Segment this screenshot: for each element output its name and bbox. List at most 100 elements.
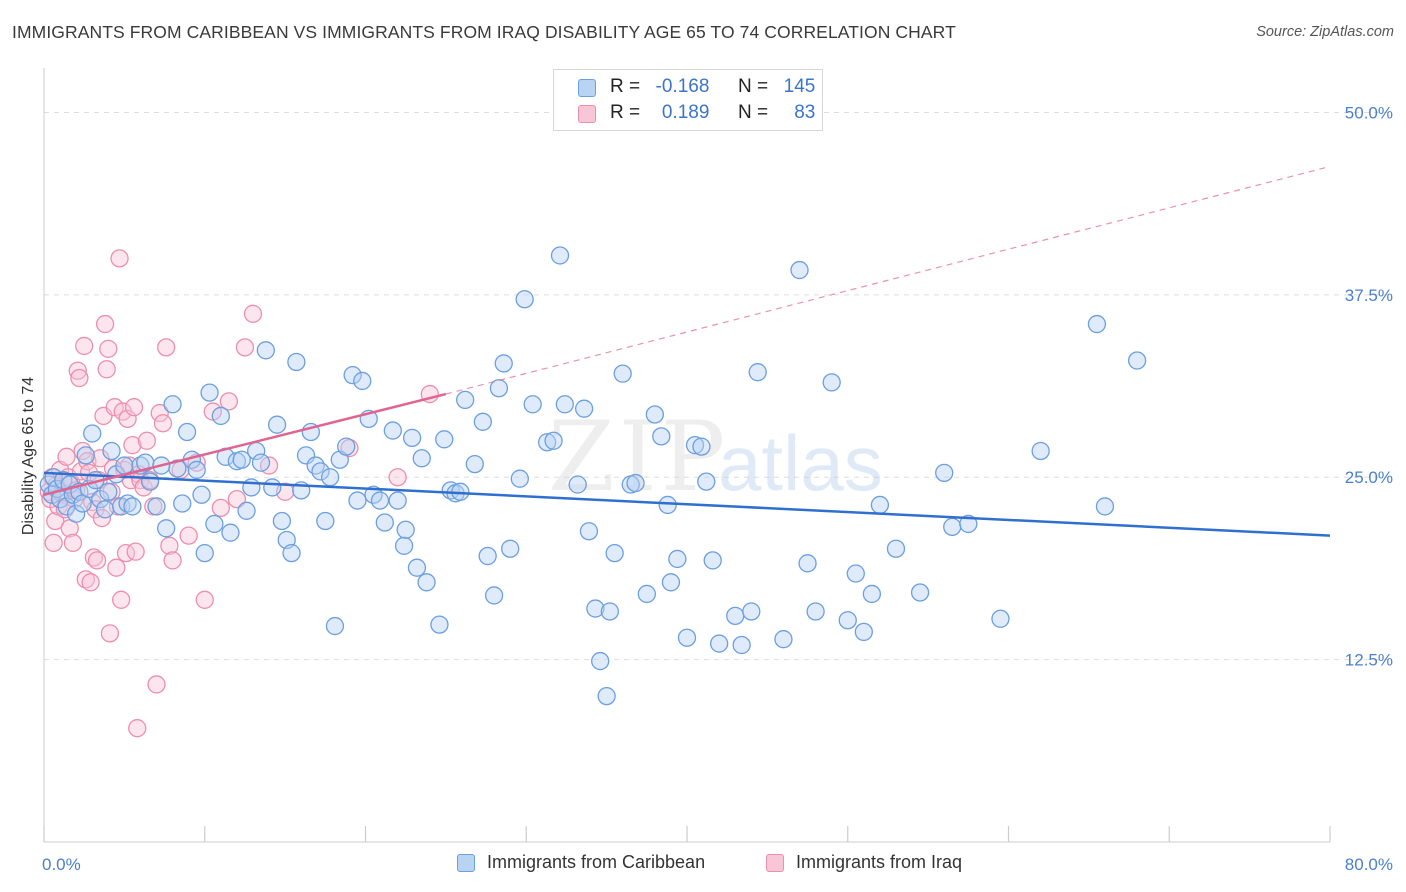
data-point: [652, 427, 671, 446]
data-point: [147, 675, 166, 694]
data-point: [489, 379, 509, 398]
data-point: [586, 599, 605, 618]
data-point: [157, 338, 176, 357]
data-point: [600, 602, 619, 621]
data-point: [343, 365, 362, 385]
data-point: [375, 513, 394, 532]
data-point: [179, 526, 198, 545]
data-point: [501, 539, 520, 558]
data-point: [388, 491, 407, 510]
data-point: [195, 543, 214, 563]
data-point: [200, 383, 219, 402]
data-point: [370, 491, 390, 510]
trend-line-iraq-extension: [445, 165, 1331, 395]
data-point: [568, 475, 587, 494]
data-point: [173, 494, 192, 513]
y-tick-label: 12.5%: [1345, 651, 1393, 670]
data-point: [732, 635, 751, 655]
data-point: [658, 495, 677, 515]
data-point: [383, 421, 402, 440]
data-point: [256, 341, 275, 360]
data-point: [76, 570, 95, 589]
data-point: [1127, 351, 1147, 370]
data-point: [510, 469, 529, 488]
data-point: [484, 586, 504, 605]
data-point: [68, 361, 87, 380]
data-point: [227, 489, 247, 509]
data-point: [806, 602, 825, 621]
r-label: R =: [610, 102, 641, 123]
data-point: [163, 551, 182, 570]
data-point: [555, 395, 574, 414]
data-point: [237, 501, 256, 520]
data-point: [337, 437, 356, 456]
data-point: [537, 433, 557, 452]
data-point: [742, 602, 761, 621]
data-point: [219, 392, 239, 411]
data-point: [417, 573, 436, 592]
data-point: [798, 554, 817, 573]
data-point: [544, 431, 563, 450]
data-point: [935, 463, 954, 483]
data-point: [910, 583, 930, 602]
data-point: [435, 430, 454, 449]
data-point: [67, 504, 86, 523]
data-point: [306, 456, 325, 475]
y-tick-label: 37.5%: [1345, 286, 1393, 305]
data-point: [515, 290, 534, 309]
data-point: [107, 558, 126, 577]
data-point: [44, 533, 63, 553]
data-point: [703, 551, 722, 570]
legend-swatch-pink: [766, 854, 784, 872]
data-point: [192, 485, 211, 504]
data-point: [81, 573, 100, 592]
data-point: [126, 542, 145, 561]
data-point: [692, 437, 711, 456]
data-point: [187, 460, 206, 480]
legend-swatch-blue: [578, 79, 596, 97]
data-point: [157, 519, 176, 538]
legend-swatch-blue: [457, 854, 475, 872]
data-point: [494, 354, 513, 373]
data-point: [221, 523, 240, 542]
data-point: [267, 415, 287, 434]
data-point: [75, 336, 94, 356]
data-point: [394, 536, 414, 555]
data-point: [99, 482, 118, 501]
data-point: [685, 435, 705, 455]
data-point: [272, 511, 292, 531]
data-point: [110, 249, 129, 268]
data-point: [353, 371, 372, 391]
n-label: N =: [737, 76, 769, 97]
data-point: [870, 495, 890, 515]
data-point: [84, 548, 103, 567]
data-point: [822, 373, 841, 392]
data-point: [100, 624, 120, 643]
data-point: [63, 533, 83, 553]
data-point: [523, 395, 542, 414]
y-axis-label: Disability Age 65 to 74: [20, 377, 37, 535]
data-point: [263, 478, 282, 497]
data-point: [613, 364, 632, 383]
data-point: [118, 494, 137, 513]
data-point: [597, 686, 616, 706]
data-point: [287, 352, 306, 372]
data-point: [153, 414, 173, 433]
chart-title: IMMIGRANTS FROM CARIBBEAN VS IMMIGRANTS …: [12, 22, 956, 42]
data-point: [626, 473, 645, 493]
data-point: [726, 606, 745, 625]
data-point: [645, 405, 664, 424]
data-point: [163, 395, 182, 414]
data-point: [46, 511, 65, 531]
n-value: 145: [783, 76, 816, 97]
data-point: [1031, 441, 1050, 461]
data-point: [550, 246, 570, 265]
data-point: [99, 339, 118, 358]
correlation-legend: R = -0.168 N = 145 R = 0.189 N = 83: [553, 69, 823, 131]
y-tick-label: 50.0%: [1345, 103, 1393, 122]
watermark-zip: ZIP: [548, 401, 729, 513]
data-point: [57, 447, 76, 466]
data-point: [311, 462, 330, 481]
x-tick-label: 80.0%: [1345, 855, 1393, 874]
data-point: [412, 449, 431, 468]
